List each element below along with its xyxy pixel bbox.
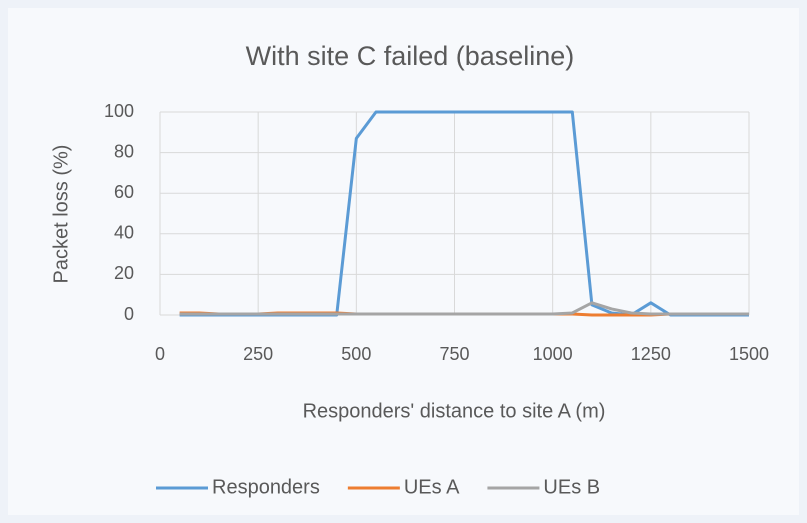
legend-label: UEs B (543, 476, 600, 498)
legend-label: Responders (212, 476, 320, 498)
x-axis-label: Responders' distance to site A (m) (303, 400, 606, 422)
y-tick-label: 20 (114, 263, 134, 283)
legend-label: UEs A (404, 476, 460, 498)
x-tick-label: 500 (341, 344, 371, 364)
y-axis-label: Packet loss (%) (50, 145, 72, 284)
series-line (179, 301, 749, 316)
x-tick-label: 0 (155, 344, 165, 364)
x-tick-label: 750 (439, 344, 469, 364)
y-tick-label: 0 (124, 304, 134, 324)
y-tick-label: 40 (114, 223, 134, 243)
chart-title: With site C failed (baseline) (246, 41, 575, 71)
x-tick-label: 250 (243, 344, 273, 364)
chart-background (8, 8, 799, 515)
y-tick-label: 60 (114, 182, 134, 202)
x-tick-label: 1250 (631, 344, 671, 364)
y-tick-label: 100 (104, 101, 134, 121)
x-tick-label: 1500 (729, 344, 769, 364)
x-tick-label: 1000 (533, 344, 573, 364)
y-tick-label: 80 (114, 141, 134, 161)
